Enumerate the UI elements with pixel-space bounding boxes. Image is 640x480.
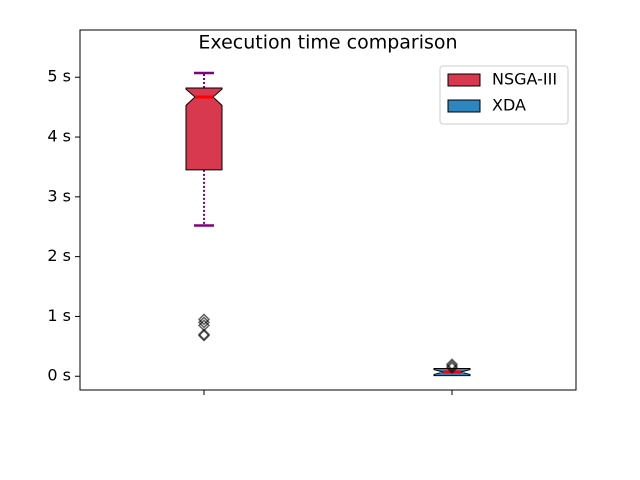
legend-swatch [447, 73, 481, 87]
outlier [445, 358, 459, 371]
outlier [197, 329, 211, 342]
y-tick-label: 3 s [47, 186, 71, 205]
y-tick-label: 4 s [47, 127, 71, 146]
outlier [197, 328, 211, 341]
box [185, 87, 223, 171]
y-tick-label: 5 s [47, 67, 71, 86]
y-tick-label: 1 s [47, 306, 71, 325]
outlier [445, 360, 459, 373]
plot-frame [79, 29, 577, 391]
chart-title: Execution time comparison [198, 32, 457, 54]
outlier [197, 316, 211, 329]
outlier [445, 361, 459, 374]
y-tick-label: 0 s [47, 366, 71, 385]
legend-swatch [447, 99, 481, 113]
outlier [197, 313, 211, 326]
legend-label: NSGA-III [492, 70, 557, 89]
y-tick-label: 2 s [47, 246, 71, 265]
legend-label: XDA [492, 96, 526, 115]
